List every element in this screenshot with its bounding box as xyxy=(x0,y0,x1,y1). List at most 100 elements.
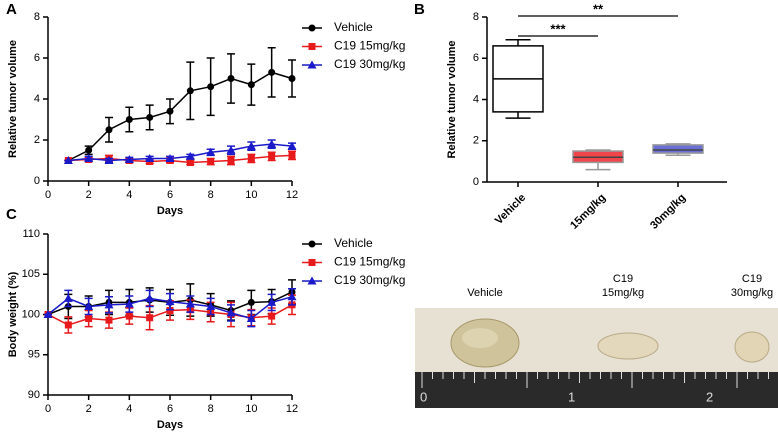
legend-marker xyxy=(307,276,317,285)
photo-label: C19 xyxy=(742,273,762,285)
x-axis-label: Days xyxy=(157,205,183,217)
marker xyxy=(287,141,297,150)
y-axis-label: Relative tumor volume xyxy=(7,40,19,158)
y-tick-label: 105 xyxy=(22,268,40,280)
marker xyxy=(267,297,277,306)
marker xyxy=(125,312,133,320)
marker xyxy=(166,107,174,115)
y-tick-label: 2 xyxy=(34,134,40,146)
panel-letter: C xyxy=(6,206,17,223)
significance-label: *** xyxy=(550,21,566,36)
marker xyxy=(84,301,94,310)
marker xyxy=(247,298,255,306)
y-tick-label: 2 xyxy=(473,135,479,147)
legend-label: C19 30mg/kg xyxy=(334,273,405,287)
marker xyxy=(267,139,277,148)
y-tick-label: 0 xyxy=(473,176,479,188)
legend-label: C19 15mg/kg xyxy=(334,39,405,53)
panel-letter: A xyxy=(6,1,17,18)
marker xyxy=(186,159,194,167)
marker xyxy=(288,151,296,159)
box-body xyxy=(652,144,704,154)
marker xyxy=(43,310,53,318)
y-tick-label: 4 xyxy=(473,93,479,105)
marker xyxy=(165,153,175,162)
marker xyxy=(186,87,194,95)
y-tick-label: 6 xyxy=(473,52,479,64)
y-tick-label: 95 xyxy=(28,349,40,361)
marker xyxy=(185,299,195,308)
significance-label: ** xyxy=(593,1,604,16)
marker xyxy=(104,300,114,309)
legend-marker xyxy=(308,240,316,248)
x-tick-label: 30mg/kg xyxy=(648,192,688,232)
marker xyxy=(268,152,276,160)
marker xyxy=(146,314,154,322)
y-tick-label: 6 xyxy=(34,52,40,64)
marker xyxy=(206,147,216,156)
photo-label: C19 xyxy=(613,273,633,285)
x-axis-label: Days xyxy=(157,419,183,431)
x-tick-label: 6 xyxy=(167,189,173,201)
y-tick-label: 90 xyxy=(28,389,40,401)
box-whisker xyxy=(505,38,531,119)
x-tick-label: Vehicle xyxy=(493,192,528,227)
legend-label: Vehicle xyxy=(334,20,373,34)
y-axis-label: Body weight (%) xyxy=(7,271,19,357)
y-tick-label: 100 xyxy=(22,308,40,320)
series-line xyxy=(68,143,293,162)
y-tick-label: 8 xyxy=(34,11,40,23)
x-tick-label: 0 xyxy=(45,403,51,415)
x-tick-label: 0 xyxy=(45,189,51,201)
marker xyxy=(206,301,216,310)
marker xyxy=(124,299,134,308)
marker xyxy=(124,154,134,163)
tumor xyxy=(734,331,770,363)
x-tick-label: 6 xyxy=(167,403,173,415)
marker xyxy=(207,83,215,91)
marker xyxy=(247,81,255,89)
x-tick-label: 10 xyxy=(245,189,257,201)
marker xyxy=(125,116,133,123)
legend-marker xyxy=(308,43,316,50)
marker xyxy=(64,321,72,329)
marker xyxy=(185,151,195,160)
photo-label: Vehicle xyxy=(467,287,502,299)
marker xyxy=(268,68,276,76)
ruler-number: 2 xyxy=(706,389,713,404)
marker xyxy=(145,293,155,302)
photo xyxy=(415,308,778,408)
marker xyxy=(227,157,235,164)
marker xyxy=(104,156,114,164)
tumor xyxy=(597,332,659,360)
photo-label: 15mg/kg xyxy=(602,287,644,299)
x-tick-label: 12 xyxy=(286,189,298,201)
marker xyxy=(268,312,276,320)
x-tick-label: 8 xyxy=(208,403,214,415)
marker xyxy=(207,158,215,166)
marker xyxy=(146,113,154,121)
y-tick-label: 4 xyxy=(34,93,40,105)
marker xyxy=(105,316,113,324)
ruler-number: 1 xyxy=(568,389,575,404)
x-tick-label: 4 xyxy=(126,403,132,415)
ruler-number: 0 xyxy=(420,389,427,404)
y-axis-label: Relative tumor volume xyxy=(446,41,458,159)
marker xyxy=(287,292,297,301)
legend-marker xyxy=(308,24,316,32)
x-tick-label: 12 xyxy=(286,403,298,415)
marker xyxy=(246,314,256,323)
x-tick-label: 2 xyxy=(86,403,92,415)
legend-label: C19 30mg/kg xyxy=(334,57,405,71)
y-tick-label: 110 xyxy=(22,228,40,240)
marker xyxy=(226,308,236,317)
legend-marker xyxy=(308,259,316,266)
marker xyxy=(247,154,255,162)
marker xyxy=(63,293,73,302)
marker xyxy=(105,126,113,134)
x-tick-label: 10 xyxy=(245,403,257,415)
tumor-highlight xyxy=(462,328,498,348)
x-tick-label: 15mg/kg xyxy=(568,192,608,232)
series-line xyxy=(68,154,293,164)
